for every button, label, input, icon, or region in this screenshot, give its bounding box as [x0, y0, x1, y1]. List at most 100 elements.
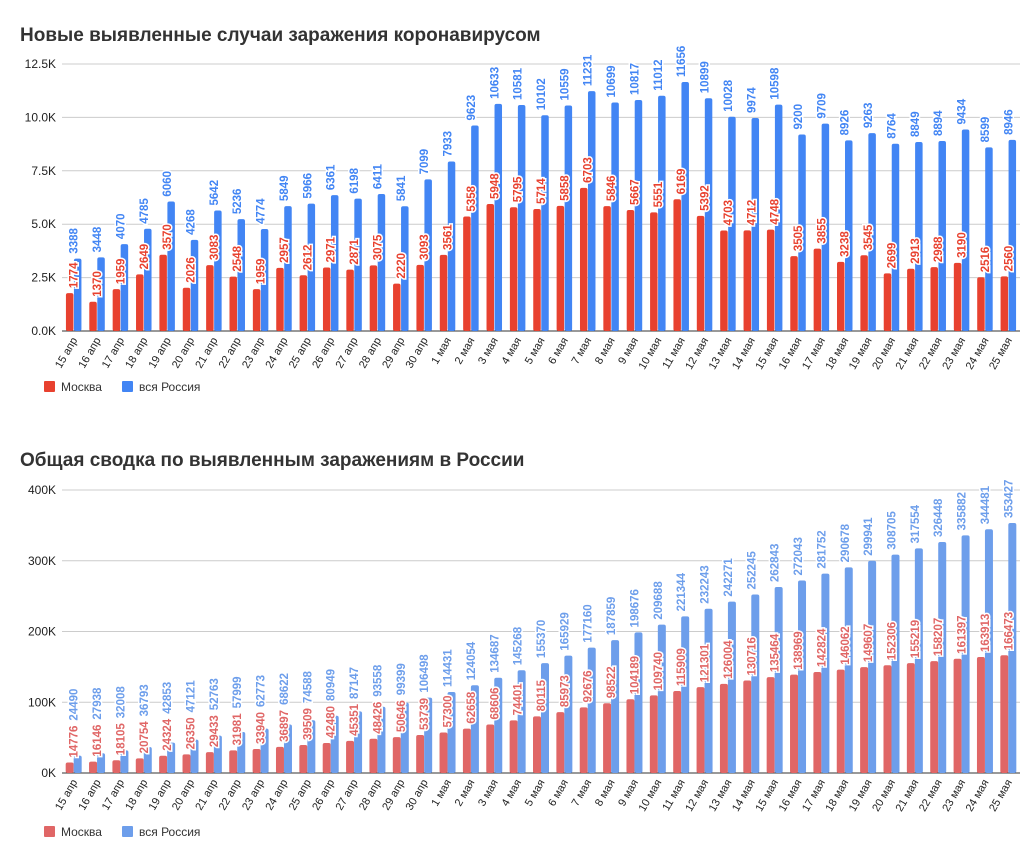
data-label-russia: 198676 [629, 589, 641, 627]
data-label-moscow: 5392 [700, 185, 712, 211]
bar-moscow [837, 261, 845, 331]
bar-russia [728, 116, 736, 332]
y-tick-label: 12.5K [25, 57, 56, 71]
bar-moscow [650, 212, 658, 331]
data-label-moscow: 62658 [466, 691, 478, 724]
data-label-moscow: 121301 [700, 643, 712, 682]
bar-russia [330, 715, 339, 773]
data-label-russia: 7933 [443, 131, 455, 157]
data-label-russia: 6411 [372, 164, 384, 190]
data-label-moscow: 3238 [840, 231, 852, 257]
data-label-russia: 335882 [957, 492, 969, 530]
data-label-russia: 62773 [256, 675, 268, 707]
bar-russia [751, 117, 760, 332]
chart-title: Новые выявленные случаи заражения корона… [20, 25, 541, 46]
y-tick-label: 400K [28, 483, 56, 497]
data-label-russia: 344481 [980, 485, 992, 524]
y-tick-label: 2.5K [31, 271, 56, 285]
data-label-moscow: 2560 [1003, 246, 1015, 272]
data-label-moscow: 158207 [933, 618, 945, 656]
data-label-moscow: 149607 [863, 624, 875, 662]
data-label-russia: 290678 [840, 523, 852, 562]
data-label-russia: 209688 [653, 581, 665, 620]
data-label-russia: 10559 [559, 68, 571, 100]
data-label-russia: 9263 [863, 103, 875, 129]
x-tick-label: 4 мая [499, 777, 524, 808]
bar-russia [307, 720, 316, 773]
bar-russia [727, 601, 736, 773]
data-label-moscow: 1370 [92, 271, 104, 297]
bar-moscow [860, 667, 869, 773]
y-tick-label: 10.0K [25, 110, 56, 124]
bar-moscow [135, 758, 144, 773]
bar-russia [657, 624, 666, 773]
bar-moscow [252, 289, 261, 331]
bar-russia [634, 99, 643, 331]
data-label-moscow: 5948 [489, 173, 501, 199]
data-label-moscow: 155219 [910, 620, 922, 658]
bar-moscow [953, 658, 962, 773]
bar-russia [891, 554, 900, 773]
bar-russia [517, 104, 526, 331]
bar-moscow [416, 734, 425, 773]
data-label-moscow: 3093 [419, 234, 431, 260]
data-label-russia: 221344 [676, 572, 688, 611]
bar-russia [704, 608, 713, 773]
data-label-russia: 10633 [489, 67, 501, 99]
bar-russia [938, 141, 946, 331]
bar-moscow [416, 264, 424, 331]
data-label-moscow: 4712 [746, 200, 758, 226]
data-label-moscow: 3855 [816, 217, 828, 243]
bar-russia [284, 206, 292, 331]
bar-russia [307, 203, 316, 331]
data-label-russia: 7099 [419, 149, 431, 175]
bar-russia [377, 706, 386, 773]
bar-russia [634, 632, 643, 773]
data-label-russia: 52763 [209, 678, 221, 710]
data-label-russia: 124054 [466, 641, 478, 680]
data-label-moscow: 5358 [466, 185, 478, 211]
bar-russia [190, 239, 199, 331]
data-label-russia: 252245 [746, 551, 758, 590]
bar-moscow [205, 752, 214, 773]
bar-moscow [533, 208, 541, 331]
bar-russia [190, 739, 199, 773]
bar-moscow [930, 661, 939, 773]
bar-russia [447, 161, 456, 331]
bar-moscow [275, 746, 284, 773]
data-label-russia: 10102 [536, 78, 548, 110]
bar-russia [938, 542, 947, 773]
bar-moscow [89, 301, 97, 331]
bar-moscow [906, 663, 915, 773]
data-label-russia: 8946 [1003, 109, 1015, 135]
data-label-moscow: 18105 [115, 723, 127, 756]
x-tick-label: 7 мая [570, 335, 595, 366]
data-label-moscow: 130716 [746, 637, 758, 675]
data-label-moscow: 1959 [256, 259, 268, 285]
data-label-russia: 10598 [770, 67, 782, 100]
data-label-russia: 281752 [816, 530, 828, 568]
data-label-moscow: 115909 [676, 648, 688, 686]
data-label-moscow: 20754 [139, 721, 151, 754]
data-label-moscow: 152306 [886, 622, 898, 660]
x-tick-label: 2 мая [453, 777, 478, 808]
bar-russia [377, 194, 386, 331]
data-label-russia: 57999 [232, 676, 244, 708]
bar-russia [681, 82, 689, 332]
bar-moscow [1000, 276, 1009, 331]
data-label-russia: 4268 [186, 209, 198, 235]
data-label-moscow: 2516 [980, 247, 992, 273]
data-label-russia: 6198 [349, 167, 361, 193]
bar-moscow [299, 745, 308, 773]
legend-label: вся Россия [139, 380, 200, 394]
bar-moscow [883, 273, 892, 331]
data-label-moscow: 2913 [910, 238, 922, 264]
bar-russia [985, 147, 993, 331]
bar-russia [167, 201, 175, 331]
data-label-moscow: 138969 [793, 631, 805, 669]
bar-moscow [743, 680, 752, 773]
data-label-russia: 232243 [700, 565, 712, 603]
data-label-russia: 8894 [933, 110, 945, 136]
bar-moscow [766, 229, 775, 331]
data-label-moscow: 2871 [349, 238, 361, 264]
